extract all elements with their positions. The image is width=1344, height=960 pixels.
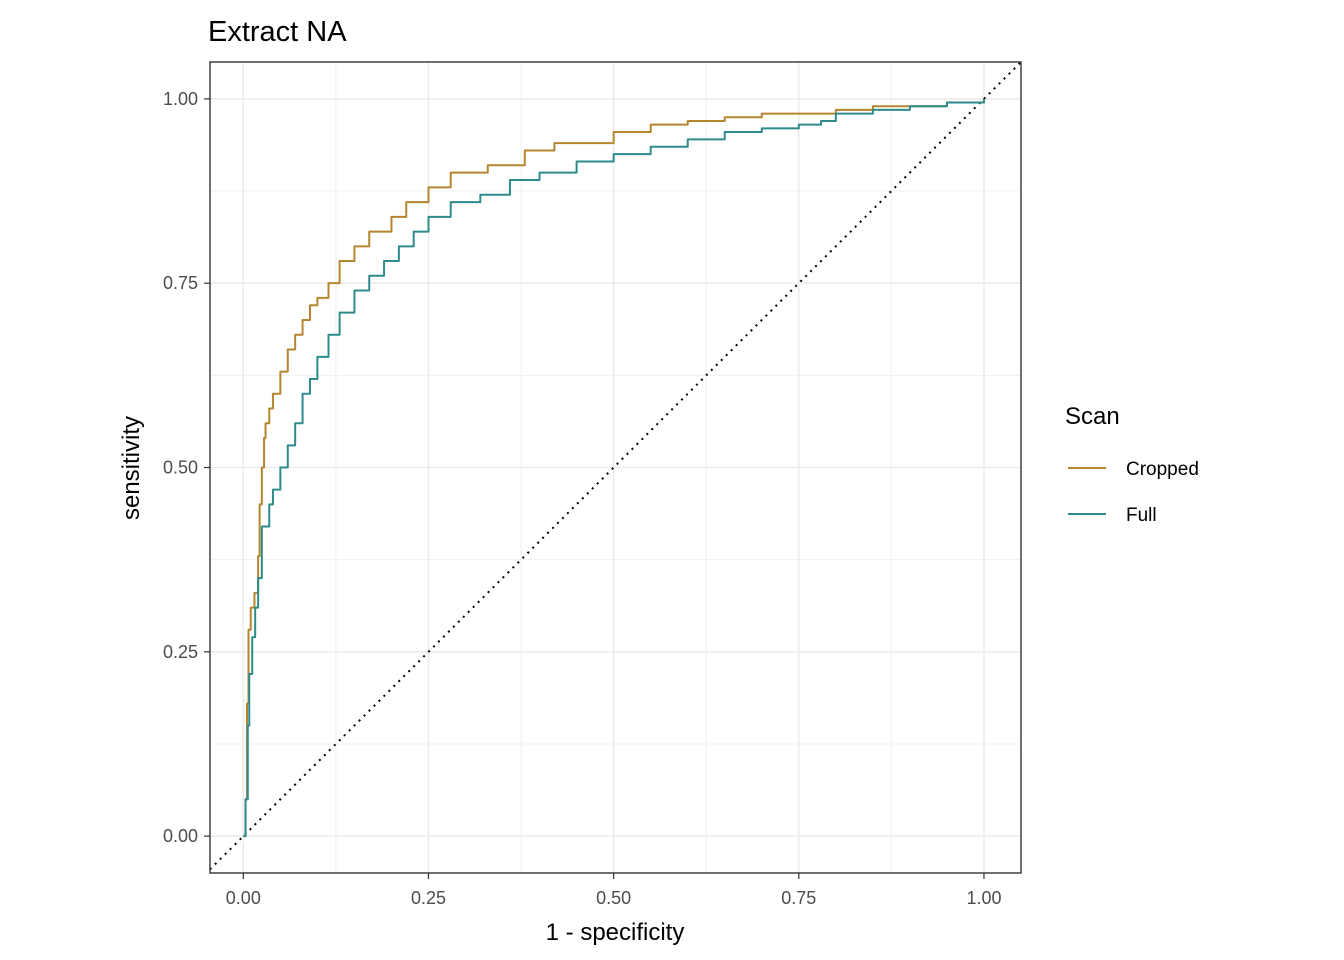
x-tick-label: 1.00 — [966, 888, 1001, 908]
y-axis-title: sensitivity — [118, 416, 145, 520]
legend-label: Full — [1126, 505, 1157, 526]
y-tick-label: 1.00 — [163, 89, 198, 109]
y-tick-label: 0.75 — [163, 273, 198, 293]
x-tick-label: 0.25 — [411, 888, 446, 908]
y-tick-label: 0.25 — [163, 642, 198, 662]
chart-title: Extract NA — [208, 16, 347, 48]
grid-major — [210, 62, 1021, 873]
diagonal-reference-line — [209, 61, 1022, 871]
y-axis-ticks: 0.00 0.25 0.50 0.75 1.00 — [163, 89, 210, 846]
legend-item-cropped: Cropped — [1068, 459, 1199, 480]
series-layer — [243, 98, 985, 838]
legend: Scan Cropped Full — [1065, 403, 1199, 526]
x-tick-label: 0.50 — [596, 888, 631, 908]
legend-label: Cropped — [1126, 459, 1199, 480]
x-tick-label: 0.75 — [781, 888, 816, 908]
x-axis-title: 1 - specificity — [546, 919, 685, 946]
legend-items: Cropped Full — [1068, 459, 1199, 526]
x-axis-ticks: 0.00 0.25 0.50 0.75 1.00 — [226, 873, 1001, 908]
roc-curve-full — [243, 98, 985, 838]
x-tick-label: 0.00 — [226, 888, 261, 908]
legend-title: Scan — [1065, 403, 1120, 430]
legend-item-full: Full — [1068, 505, 1157, 526]
y-tick-label: 0.50 — [163, 458, 198, 478]
roc-curve-cropped — [243, 98, 985, 838]
y-tick-label: 0.00 — [163, 826, 198, 846]
